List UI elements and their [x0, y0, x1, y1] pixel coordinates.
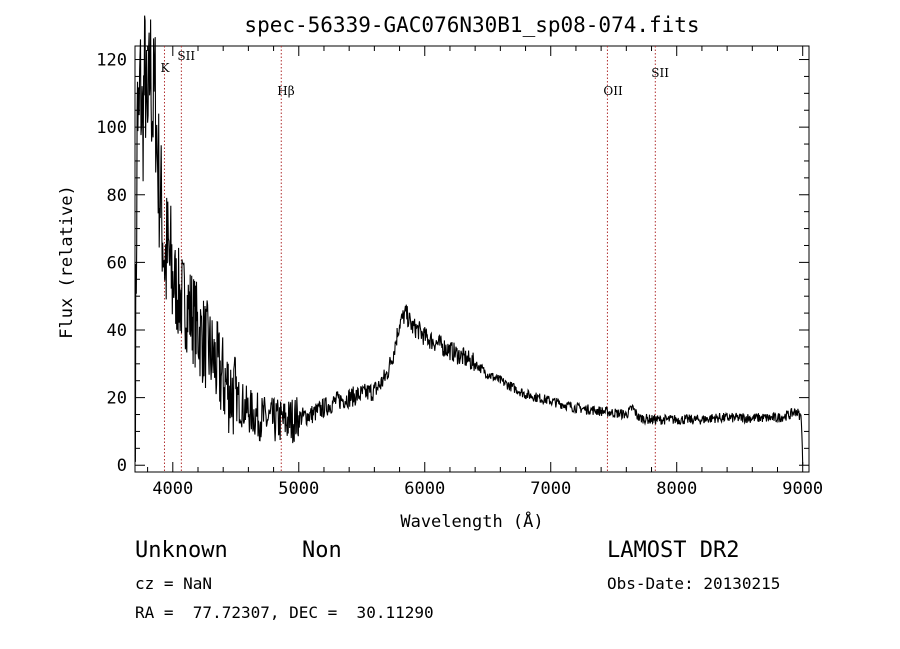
- y-tick-label: 0: [117, 456, 127, 476]
- line-marker-label: K: [160, 61, 170, 75]
- object-class: Unknown: [135, 538, 228, 563]
- spectrum-line: [134, 15, 804, 466]
- line-marker-label: Hβ: [277, 84, 294, 98]
- x-tick-label: 8000: [656, 479, 697, 499]
- y-tick-label: 100: [96, 118, 127, 138]
- x-tick-label: 5000: [278, 479, 319, 499]
- y-tick-label: 40: [107, 321, 127, 341]
- coordinates: RA = 77.72307, DEC = 30.11290: [135, 603, 434, 622]
- chart-title: spec-56339-GAC076N30B1_sp08-074.fits: [244, 13, 699, 37]
- object-subclass: Non: [302, 538, 342, 563]
- axis-ticks: 4000 5000 6000 7000 8000 9000 0 20 40 60 80 100 120: [96, 46, 823, 499]
- plot-frame: [134, 45, 810, 473]
- observation-date: Obs-Date: 20130215: [607, 574, 781, 593]
- x-tick-label: 4000: [152, 479, 193, 499]
- y-axis-label: Flux (relative): [57, 185, 77, 339]
- line-marker-label: OII: [603, 84, 623, 98]
- x-tick-label: 9000: [782, 479, 823, 499]
- line-marker-label: SII: [651, 66, 669, 80]
- x-tick-label: 7000: [530, 479, 571, 499]
- survey-name: LAMOST DR2: [607, 538, 740, 563]
- y-tick-label: 60: [107, 253, 127, 273]
- redshift-value: cz = NaN: [135, 574, 213, 593]
- y-tick-label: 80: [107, 186, 127, 206]
- x-tick-label: 6000: [404, 479, 445, 499]
- x-axis-label: Wavelength (Å): [400, 510, 543, 532]
- emission-lines: K SII Hβ OII SII: [160, 46, 669, 472]
- line-marker-label: SII: [177, 49, 195, 63]
- y-tick-label: 120: [96, 51, 127, 71]
- y-tick-label: 20: [107, 389, 127, 409]
